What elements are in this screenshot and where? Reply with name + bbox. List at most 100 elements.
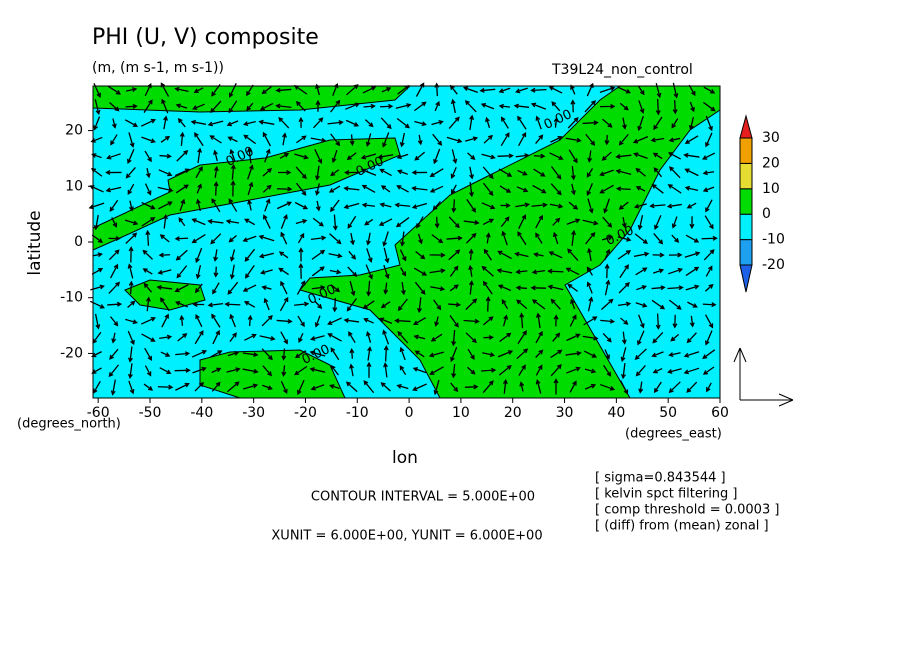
wind-vector <box>276 201 293 210</box>
wind-vector <box>195 198 202 212</box>
wind-vector <box>549 152 564 160</box>
wind-vector <box>513 103 530 109</box>
wind-vector <box>178 217 186 227</box>
wind-vector <box>197 147 203 164</box>
wind-vector <box>655 313 661 330</box>
wind-vector <box>380 301 391 309</box>
wind-vector <box>159 367 172 374</box>
wind-vector <box>635 302 648 308</box>
wind-vector <box>604 248 611 261</box>
wind-vector <box>362 300 375 309</box>
wind-vector <box>399 249 407 262</box>
wind-vector <box>706 382 712 393</box>
wind-vector <box>551 101 561 112</box>
wind-vector <box>686 381 698 393</box>
wind-vector <box>517 330 527 345</box>
wind-vector <box>621 117 627 130</box>
wind-vector <box>702 366 715 375</box>
wind-vector <box>583 316 598 326</box>
wind-vector <box>315 99 321 112</box>
y-tick-label: 0 <box>74 234 83 250</box>
wind-vector <box>451 184 457 195</box>
wind-vector <box>108 364 119 378</box>
wind-vector <box>434 100 440 112</box>
wind-vector <box>464 384 479 390</box>
wind-vector <box>701 235 718 241</box>
wind-vector <box>247 199 252 211</box>
wind-vector <box>315 83 320 96</box>
positive-region <box>199 349 346 399</box>
wind-vector <box>399 346 406 361</box>
wind-vector <box>161 98 169 114</box>
wind-vector <box>635 267 648 276</box>
wind-vector <box>635 167 646 177</box>
wind-vector <box>651 351 664 358</box>
wind-vector <box>229 264 235 280</box>
wind-vector <box>516 299 528 310</box>
wind-vector <box>496 268 513 274</box>
wind-vector <box>601 235 614 241</box>
wind-vector <box>298 116 304 128</box>
wind-vector <box>278 251 289 259</box>
wind-vector <box>502 314 509 327</box>
wind-vector <box>603 198 611 214</box>
wind-vector <box>247 164 254 180</box>
wind-vector <box>105 186 122 193</box>
wind-vector <box>618 201 629 210</box>
wind-vector <box>547 268 564 274</box>
wind-vector <box>653 167 663 178</box>
wind-vector <box>259 335 276 341</box>
wind-vector <box>363 380 375 394</box>
wind-vector <box>194 330 204 345</box>
x-tick-label: -60 <box>87 405 110 421</box>
wind-vector <box>400 281 406 296</box>
wind-vector <box>395 217 410 228</box>
wind-vector <box>532 184 547 194</box>
wind-vector <box>174 367 191 373</box>
wind-vector <box>327 317 342 325</box>
wind-vector <box>310 137 327 143</box>
wind-vector <box>226 120 239 127</box>
wind-vector <box>262 168 273 177</box>
wind-vector <box>263 297 270 311</box>
wind-vector <box>465 298 478 311</box>
wind-vector <box>91 267 104 275</box>
wind-vector <box>159 234 170 243</box>
wind-vector <box>196 183 202 194</box>
wind-vector <box>668 352 681 357</box>
wind-vector <box>207 302 224 308</box>
wind-vector <box>688 116 695 131</box>
wind-vector <box>259 102 274 111</box>
wind-vector <box>127 363 133 380</box>
wind-vector <box>246 102 254 111</box>
wind-vector <box>601 151 612 161</box>
wind-vector <box>450 346 458 363</box>
wind-vector <box>280 331 288 345</box>
wind-vector <box>195 264 202 280</box>
x-axis-unit: (degrees_east) <box>625 427 722 442</box>
wind-vector <box>482 166 494 180</box>
wind-vector <box>331 150 338 164</box>
wind-vector <box>262 384 273 390</box>
wind-vector <box>428 351 445 358</box>
wind-vector <box>465 136 479 142</box>
wind-vector <box>449 315 459 328</box>
wind-vector <box>195 313 203 328</box>
wind-vector <box>314 148 323 164</box>
wind-vector <box>365 331 372 343</box>
wind-vector <box>162 214 168 229</box>
wind-vector <box>275 87 292 93</box>
contour-interval: CONTOUR INTERVAL = 5.000E+00 <box>311 490 535 505</box>
wind-vector <box>332 214 338 231</box>
colorbar-box <box>739 213 753 241</box>
wind-vector <box>468 248 474 261</box>
wind-vector <box>330 169 340 177</box>
wind-vector <box>175 351 191 357</box>
wind-vector <box>380 117 392 130</box>
wind-vector <box>684 185 699 192</box>
note: [ sigma=0.843544 ] <box>595 471 726 486</box>
wind-vector <box>175 103 188 109</box>
wind-vector <box>638 100 645 114</box>
colorbar-label: 0 <box>762 206 771 222</box>
wind-vector <box>310 384 325 391</box>
